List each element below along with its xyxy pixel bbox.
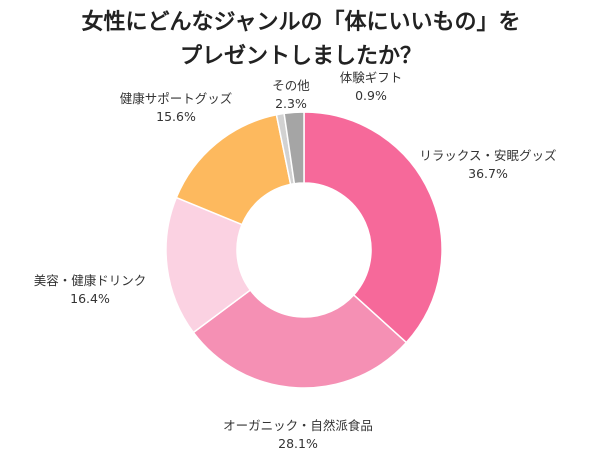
slice-4-label: 健康サポートグッズ xyxy=(120,91,233,106)
slice-6-value-label: 2.3% xyxy=(275,96,307,111)
slice-2-wedge xyxy=(192,289,408,389)
slice-1-value-label: 36.7% xyxy=(468,166,508,181)
slice-1-wedge xyxy=(303,111,443,344)
donut-slices xyxy=(165,111,443,389)
slice-1-label: リラックス・安眠グッズ xyxy=(419,148,556,163)
chart-title: 女性にどんなジャンルの「体にいいもの」を プレゼントしましたか？ xyxy=(0,6,602,74)
chart-title-line-1: 女性にどんなジャンルの「体にいいもの」を xyxy=(81,10,521,35)
chart-title-line-2: プレゼントしましたか？ xyxy=(179,44,422,69)
slice-labels: リラックス・安眠グッズ 36.7% オーガニック・自然派食品 28.1% 美容・健康ドリ… xyxy=(34,70,557,451)
slice-5-label: 体験ギフト xyxy=(340,70,403,85)
slice-5-value-label: 0.9% xyxy=(355,88,387,103)
slice-2-label: オーガニック・自然派食品 xyxy=(223,418,373,433)
slice-4-value-label: 15.6% xyxy=(156,109,196,124)
slice-2-value-label: 28.1% xyxy=(278,436,318,451)
slice-3-label: 美容・健康ドリンク xyxy=(34,273,147,288)
slice-3-value-label: 16.4% xyxy=(70,291,110,306)
slice-6-wedge xyxy=(283,111,305,185)
slice-6-label: その他 xyxy=(272,78,310,93)
